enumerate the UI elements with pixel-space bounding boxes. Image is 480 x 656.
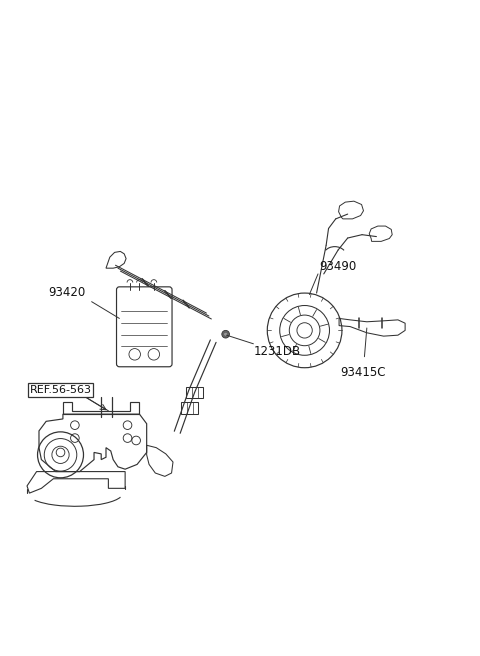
Text: 93415C: 93415C: [340, 366, 386, 379]
Text: REF.56-563: REF.56-563: [29, 385, 91, 395]
Circle shape: [222, 331, 229, 338]
Circle shape: [224, 333, 228, 336]
Text: 93420: 93420: [48, 286, 86, 299]
Text: 1231DB: 1231DB: [253, 345, 300, 358]
Text: 93490: 93490: [319, 260, 356, 273]
